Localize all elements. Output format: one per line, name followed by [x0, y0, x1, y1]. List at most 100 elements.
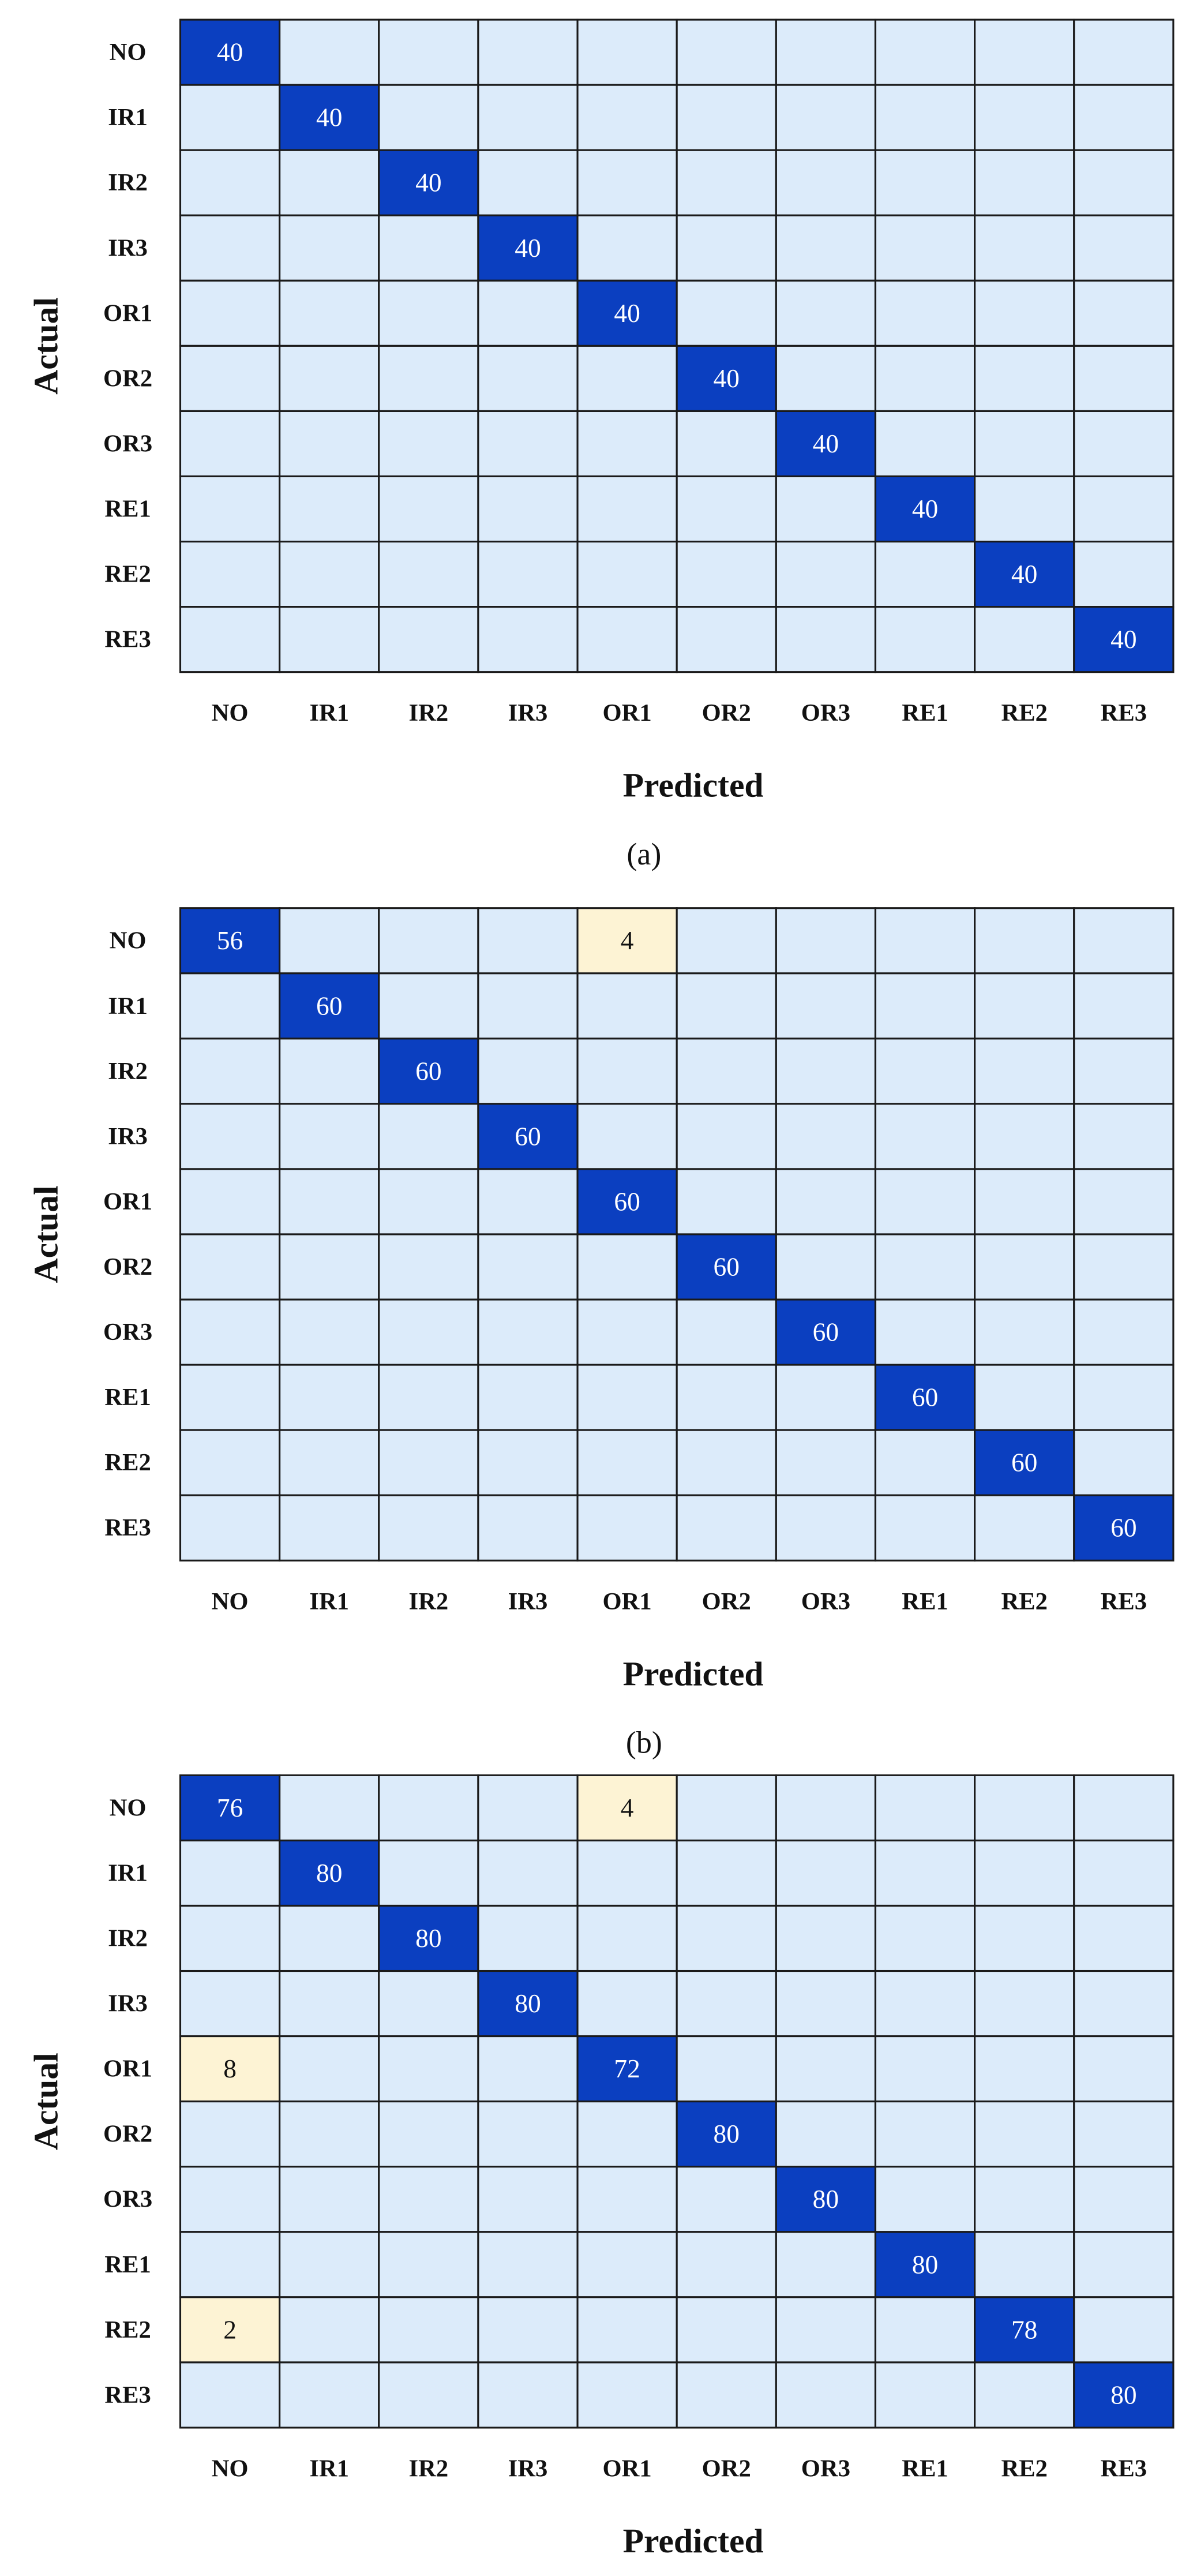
cell-value: 40	[1111, 625, 1136, 654]
empty-cell	[676, 1774, 777, 1841]
empty-cell	[477, 907, 579, 975]
x-tick-label: IR2	[409, 699, 449, 727]
cell	[775, 1298, 877, 1366]
empty-cell	[1073, 1774, 1175, 1841]
empty-cell	[576, 1038, 678, 1105]
cell	[1073, 2361, 1175, 2429]
empty-cell	[874, 1168, 976, 1235]
empty-cell	[676, 1103, 777, 1170]
y-tick-label: IR2	[108, 1925, 148, 1952]
x-axis-label: Predicted	[623, 2522, 764, 2560]
empty-cell	[477, 1839, 579, 1907]
empty-cell	[179, 1364, 281, 1431]
empty-cell	[874, 149, 976, 216]
empty-cell	[974, 1233, 1075, 1301]
cell-value: 78	[1011, 2315, 1037, 2344]
empty-cell	[676, 1904, 777, 1972]
empty-cell	[974, 1103, 1075, 1170]
x-tick-label: RE3	[1101, 1588, 1147, 1615]
confusion-matrix: 76 4 80 80 80 8 72 80 80 80 2 78 80 NO IR1 IR2 IR3 OR1 OR2…	[27, 1774, 1175, 2560]
empty-cell	[279, 2101, 380, 2168]
x-tick-label: RE3	[1101, 699, 1147, 727]
empty-cell	[974, 1364, 1075, 1431]
y-tick-label: RE2	[104, 2316, 151, 2343]
empty-cell	[874, 279, 976, 347]
empty-cell	[279, 149, 380, 216]
cell	[874, 1364, 976, 1431]
y-tick-label: IR1	[108, 993, 148, 1020]
x-tick-label: OR1	[603, 1588, 652, 1615]
x-tick-label: OR1	[603, 699, 652, 727]
empty-cell	[974, 475, 1075, 543]
empty-cell	[676, 1839, 777, 1907]
empty-cell	[576, 540, 678, 608]
empty-cell	[775, 1429, 877, 1496]
empty-cell	[874, 540, 976, 608]
x-tick-label: OR2	[702, 699, 751, 727]
y-tick-label: IR1	[108, 104, 148, 131]
empty-cell	[179, 475, 281, 543]
cell-value: 60	[912, 1383, 938, 1412]
empty-cell	[378, 475, 479, 543]
empty-cell	[378, 2361, 479, 2429]
empty-cell	[576, 606, 678, 673]
cell	[179, 1774, 281, 1841]
cell	[576, 1774, 678, 1841]
empty-cell	[378, 1233, 479, 1301]
empty-cell	[179, 540, 281, 608]
empty-cell	[1073, 1429, 1175, 1496]
empty-cell	[576, 1494, 678, 1562]
empty-cell	[378, 1970, 479, 2038]
cell-value: 40	[614, 299, 640, 328]
empty-cell	[1073, 2296, 1175, 2364]
empty-cell	[974, 214, 1075, 282]
empty-cell	[477, 2231, 579, 2298]
empty-cell	[378, 2231, 479, 2298]
empty-cell	[378, 345, 479, 412]
empty-cell	[974, 1298, 1075, 1366]
y-tick-label: IR2	[108, 169, 148, 196]
empty-cell	[874, 214, 976, 282]
empty-cell	[179, 606, 281, 673]
empty-cell	[378, 606, 479, 673]
empty-cell	[477, 345, 579, 412]
x-tick-label: NO	[212, 2455, 249, 2482]
empty-cell	[974, 84, 1075, 151]
x-tick-label: RE1	[902, 2455, 948, 2482]
y-tick-label: RE1	[104, 496, 151, 523]
empty-cell	[1073, 1233, 1175, 1301]
empty-cell	[279, 18, 380, 86]
y-tick-label: OR3	[103, 430, 152, 457]
empty-cell	[775, 1774, 877, 1841]
empty-cell	[676, 84, 777, 151]
cell	[974, 1429, 1075, 1496]
empty-cell	[874, 18, 976, 86]
empty-cell	[378, 1839, 479, 1907]
empty-cell	[974, 2166, 1075, 2233]
empty-cell	[378, 279, 479, 347]
empty-cell	[378, 1494, 479, 1562]
empty-cell	[874, 1904, 976, 1972]
empty-cell	[1073, 1839, 1175, 1907]
empty-cell	[378, 972, 479, 1040]
empty-cell	[576, 1298, 678, 1366]
x-tick-label: RE2	[1001, 699, 1047, 727]
empty-cell	[775, 1904, 877, 1972]
empty-cell	[378, 1364, 479, 1431]
y-tick-label: OR3	[103, 1319, 152, 1346]
y-tick-label: IR3	[108, 1123, 148, 1150]
empty-cell	[179, 1233, 281, 1301]
cell-value: 60	[515, 1122, 541, 1151]
empty-cell	[676, 1364, 777, 1431]
empty-cell	[676, 907, 777, 975]
cell-value: 60	[813, 1318, 839, 1347]
empty-cell	[576, 18, 678, 86]
empty-cell	[874, 1298, 976, 1366]
cell-value: 60	[614, 1187, 640, 1216]
empty-cell	[874, 1494, 976, 1562]
x-tick-label: IR2	[409, 2455, 449, 2482]
y-tick-label: RE3	[104, 626, 151, 653]
empty-cell	[1073, 1298, 1175, 1366]
empty-cell	[477, 2101, 579, 2168]
